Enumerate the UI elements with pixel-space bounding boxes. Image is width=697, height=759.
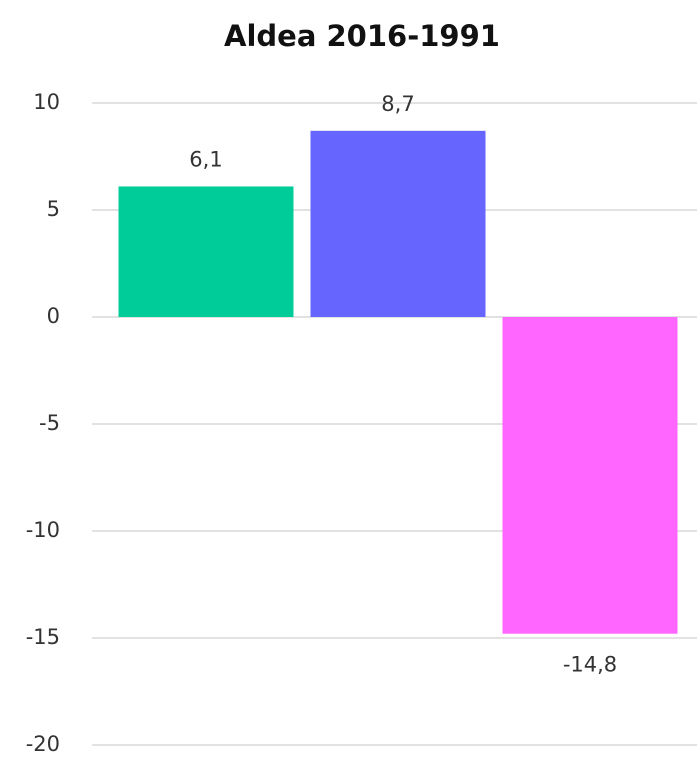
y-tick-label: -15 xyxy=(26,625,60,649)
chart-title: Aldea 2016-1991 xyxy=(224,19,500,53)
bar xyxy=(502,317,678,634)
bar xyxy=(310,130,486,317)
value-label: -14,8 xyxy=(563,653,617,677)
y-tick-label: 5 xyxy=(47,197,60,221)
y-tick-label: -20 xyxy=(26,732,60,756)
y-tick-label: -5 xyxy=(39,411,60,435)
value-label: 6,1 xyxy=(189,147,222,171)
bar xyxy=(118,186,294,317)
y-tick-label: 0 xyxy=(47,304,60,328)
y-tick-label: -10 xyxy=(26,518,60,542)
y-tick-label: 10 xyxy=(33,90,60,114)
value-label: 8,7 xyxy=(381,92,414,116)
